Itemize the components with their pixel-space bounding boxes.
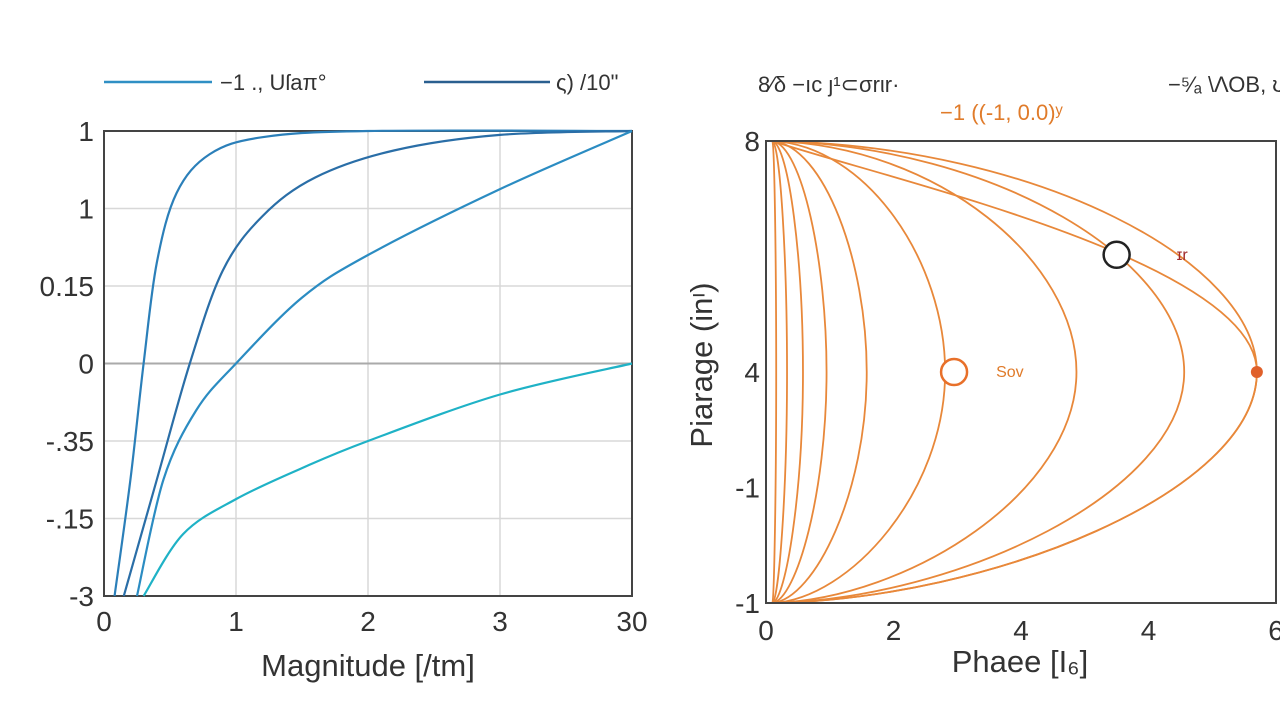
data-point-marker [1250,366,1263,378]
right-legend-entry-3: −1 ((-1, 0.0)ʸ [940,100,1064,125]
x-tick-label: 6 [1268,615,1280,646]
y-tick-label: -3 [69,581,94,612]
y-tick-label: -.15 [46,504,94,535]
phase-curve-9 [771,140,788,604]
series-line-2 [122,129,633,597]
series-line-3 [135,129,633,597]
legend-entry-1: −1 ., Uſaπ° [220,70,327,95]
data-point-marker [1102,240,1131,270]
y-tick-label: 4 [744,357,760,388]
legend-entry-2: ς) /10" [556,70,618,95]
data-point-marker [939,357,969,387]
x-tick-label: 4 [1013,615,1029,646]
plot-frame [765,140,1277,604]
right-y-axis-label: Piarage (inᶦ) [684,282,719,447]
y-tick-label: 1 [78,194,94,225]
y-tick-label: 1 [78,116,94,147]
magnitude-chart: 0 1 2 3 30 1 1 0.15 0 -.35 -.15 -3 [40,116,648,637]
y-tick-label: 0 [78,349,94,380]
y-tick-label: 0.15 [40,271,95,302]
phase-curve-10 [771,140,778,604]
series-line-1 [113,129,633,597]
x-tick-label: 0 [758,615,774,646]
right-legend-entry-1: 8⁄δ −ıc ȷ¹⊂σrιr· [758,72,899,97]
phase-curve-3 [772,140,1186,604]
phase-curve-8 [771,140,804,604]
x-tick-label: 4 [1141,615,1157,646]
phase-curve-6 [772,140,868,604]
left-x-axis-label: Magnitude [/tm] [261,648,475,683]
marker-label: ɪr [1177,247,1189,264]
x-tick-label: 30 [616,606,647,637]
phase-chart: 0 2 4 4 6 8 4 -1 -1 Sov ɪr [735,126,1280,646]
x-tick-label: 2 [886,615,902,646]
x-tick-label: 1 [228,606,244,637]
y-tick-label: -.35 [46,426,94,457]
phase-curve-4 [772,140,1078,604]
right-x-axis-label: Phaee [I₆] [952,644,1089,679]
marker-label: Sov [996,364,1024,381]
x-tick-label: 2 [360,606,376,637]
x-tick-label: 0 [96,606,112,637]
phase-curve-7 [772,140,828,604]
phase-curve-5 [772,140,947,604]
x-tick-label: 3 [492,606,508,637]
y-tick-label: -1 [735,588,760,619]
y-tick-label: 8 [744,126,760,157]
series-line-4 [142,362,633,597]
right-legend-entry-2: −⁵⁄ₐ \ΛΟΒ, ʊ˜ [1168,72,1280,97]
y-tick-label: -1 [735,473,760,504]
